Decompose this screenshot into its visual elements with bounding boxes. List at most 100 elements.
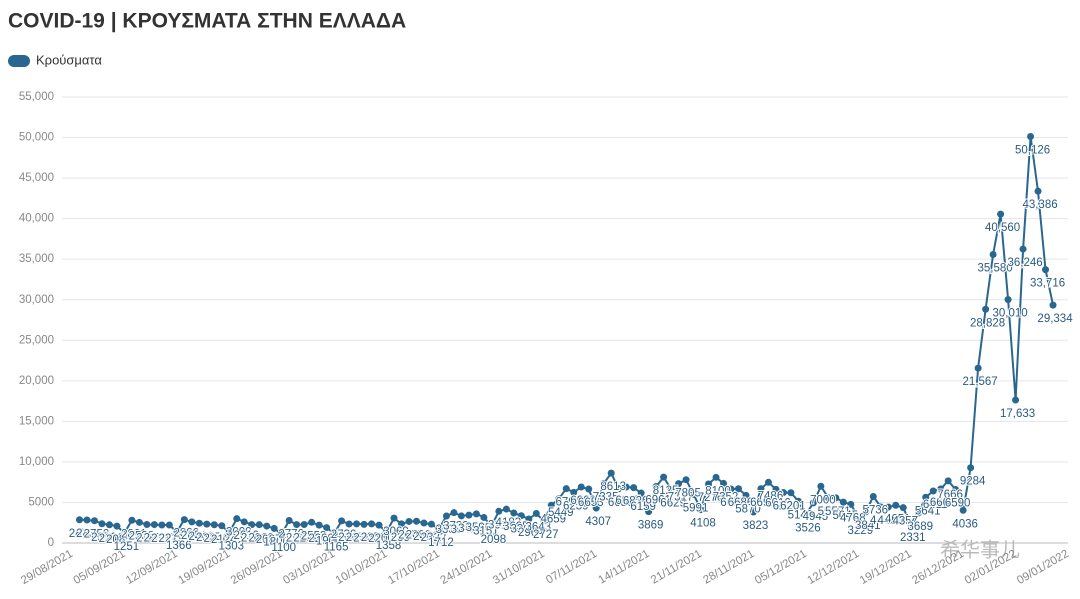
data-label: 2354 — [391, 532, 417, 544]
x-tick-label: 05/12/2021 — [753, 548, 809, 587]
data-point — [532, 509, 540, 517]
data-point — [1042, 266, 1050, 274]
data-label: 4659 — [540, 513, 566, 525]
data-point — [562, 485, 570, 493]
data-point — [248, 521, 256, 529]
data-label: 1303 — [218, 540, 244, 552]
data-point — [435, 525, 443, 533]
data-label: 6686 — [608, 497, 634, 509]
data-point — [412, 517, 420, 525]
data-label: 30,010 — [992, 308, 1027, 320]
data-point — [390, 514, 398, 522]
data-label: 2260 — [248, 533, 274, 545]
data-point — [749, 508, 757, 516]
data-point — [607, 469, 615, 477]
data-point — [817, 482, 825, 490]
data-point — [240, 518, 248, 526]
data-label: 36,246 — [1007, 257, 1042, 269]
data-label: 2246 — [203, 533, 229, 545]
data-label: 4431 — [877, 515, 903, 527]
data-label: 5571 — [825, 506, 851, 518]
data-label: 2836 — [76, 528, 102, 540]
data-point — [869, 492, 877, 500]
data-point — [764, 478, 772, 486]
data-point — [90, 517, 98, 525]
data-point — [929, 487, 937, 495]
y-tick-label: 15,000 — [19, 415, 54, 427]
data-label: 2217 — [151, 533, 177, 545]
data-point — [517, 512, 525, 520]
data-label: 1358 — [376, 540, 402, 552]
data-point — [480, 513, 488, 521]
data-point — [645, 508, 653, 516]
data-label: 2345 — [338, 532, 364, 544]
x-tick-label: 17/10/2021 — [386, 548, 442, 587]
data-label: 7317 — [668, 492, 694, 504]
y-tick-label: 25,000 — [19, 334, 54, 346]
data-point — [225, 528, 233, 536]
data-point — [997, 210, 1005, 218]
data-label: 3823 — [743, 520, 769, 532]
data-label: 21,567 — [963, 376, 998, 388]
data-point — [188, 518, 196, 526]
data-point — [615, 485, 623, 493]
data-label: 43,386 — [1022, 199, 1057, 211]
data-point — [772, 485, 780, 493]
data-label: 3910 — [488, 519, 514, 531]
data-point — [465, 511, 473, 519]
watermark: 希华事儿 — [940, 538, 1020, 561]
data-label: 3643 — [526, 521, 552, 533]
data-label: 5558 — [818, 506, 844, 518]
data-point — [487, 522, 495, 530]
data-point — [398, 520, 406, 528]
data-label: 6662 — [930, 497, 956, 509]
data-point — [308, 518, 316, 526]
data-point — [105, 521, 113, 529]
data-label: 1251 — [114, 541, 140, 553]
data-label: 2964 — [518, 527, 544, 539]
data-label: 2262 — [241, 533, 267, 545]
data-label: 50,126 — [1015, 145, 1050, 157]
data-label: 2730 — [331, 529, 357, 541]
data-point — [450, 509, 458, 517]
data-label: 3739 — [443, 521, 469, 533]
data-label: 7666 — [937, 489, 963, 501]
data-label: 3340 — [451, 524, 477, 536]
data-label: 2327 — [196, 532, 222, 544]
data-label: 2553 — [301, 530, 327, 542]
data-label: 2085 — [106, 534, 132, 546]
data-label: 2300 — [353, 532, 379, 544]
data-label: 17,633 — [1000, 408, 1035, 420]
y-tick-label: 20,000 — [19, 375, 54, 387]
data-label: 2219 — [159, 533, 185, 545]
x-tick-label: 12/09/2021 — [124, 548, 180, 587]
data-label: 2750 — [84, 529, 110, 541]
data-point — [847, 500, 855, 508]
data-label: 6909 — [570, 495, 596, 507]
data-point — [734, 485, 742, 493]
data-point — [907, 520, 915, 528]
data-label: 6629 — [660, 497, 686, 509]
data-label: 3841 — [855, 520, 881, 532]
x-tick-label: 29/08/2021 — [19, 548, 75, 587]
x-tick-label: 24/10/2021 — [439, 548, 495, 587]
data-label: 2286 — [293, 532, 319, 544]
data-point — [195, 519, 203, 527]
data-label: 2604 — [181, 530, 207, 542]
legend-label: Κρούσματα — [36, 52, 102, 67]
data-point — [330, 530, 338, 538]
data-label: 3689 — [907, 521, 933, 533]
data-label: 2271 — [144, 533, 170, 545]
data-point — [690, 490, 698, 498]
data-label: 2441 — [189, 531, 215, 543]
data-point — [967, 464, 975, 472]
data-label: 3596 — [466, 522, 492, 534]
data-point — [338, 517, 346, 525]
data-point — [1049, 301, 1057, 309]
data-label: 7486 — [758, 490, 784, 502]
data-point — [293, 521, 301, 529]
data-point — [742, 491, 750, 499]
data-point — [660, 473, 668, 481]
data-label: 2124 — [211, 534, 237, 546]
data-point — [922, 493, 930, 501]
